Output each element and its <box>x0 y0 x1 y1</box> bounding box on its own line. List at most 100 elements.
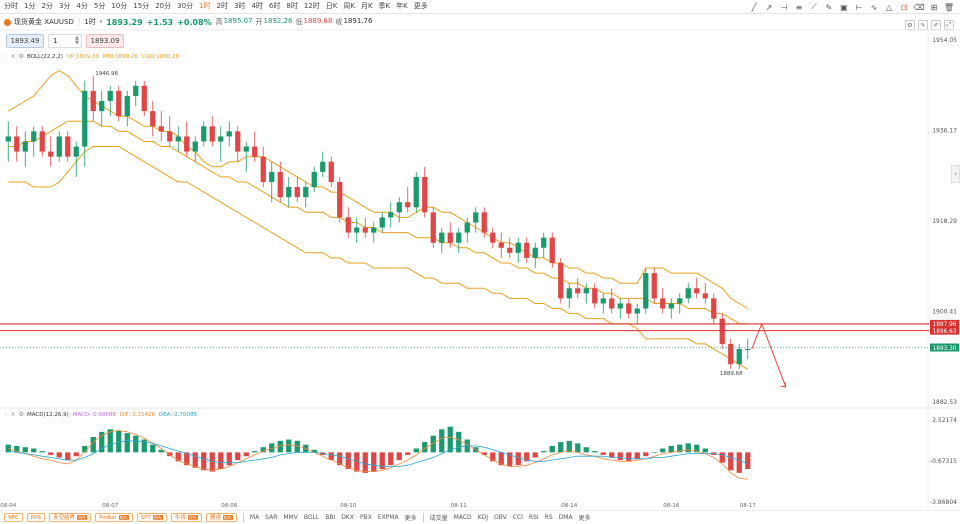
wave-tool-icon[interactable]: ∿ <box>870 2 878 12</box>
strategy-chip[interactable]: SPT 抢先 <box>136 513 167 522</box>
indicator-button[interactable]: MMV <box>283 514 298 521</box>
brush-tool-icon[interactable]: ✎ <box>825 2 833 12</box>
timeframe-5[interactable]: 5分 <box>93 2 106 10</box>
segment-tool-icon[interactable]: ⊢ <box>855 2 863 12</box>
fullscreen-icon[interactable]: ⤢ <box>944 20 954 30</box>
candle-body <box>303 187 309 198</box>
settings-icon[interactable]: ⚙ <box>905 20 915 30</box>
y-tick-label: 1936.17 <box>932 128 957 135</box>
sub-indicator-button[interactable]: RS <box>544 514 553 521</box>
timeframe-18[interactable]: 周K <box>343 2 355 10</box>
high-annotation: 1946.98 <box>95 71 118 77</box>
strategy-chip[interactable]: 牛线 抢先 <box>170 513 202 522</box>
close-icon[interactable]: × <box>10 411 16 418</box>
timeframe-7[interactable]: 15分 <box>133 2 150 10</box>
lock-tool-icon[interactable]: ⊞ <box>930 2 938 12</box>
symbol-name[interactable]: 现货黄金 XAUUSD <box>14 18 74 26</box>
timeframe-4[interactable]: 4分 <box>76 2 88 10</box>
timeframe-3[interactable]: 3分 <box>58 2 71 10</box>
timeframe-list: 分时 1分 2分 3分 4分 5分 10分 15分 20分 30分 1时 2时 3时 4时 6时 8时 12时日… <box>0 0 430 13</box>
boll-lower-line <box>8 146 749 370</box>
timeframe-15[interactable]: 8时 <box>286 2 298 10</box>
low-annotation: 1889.68 <box>720 371 743 377</box>
close-icon[interactable]: × <box>10 53 16 60</box>
candle-body <box>260 156 266 182</box>
sub-indicator-button[interactable]: 更多 <box>578 515 591 522</box>
timeframe-13[interactable]: 4时 <box>251 2 263 10</box>
timeframe-11[interactable]: 2时 <box>216 2 228 10</box>
sub-indicator-button[interactable]: DMA <box>558 514 573 521</box>
indicator-button[interactable]: PBX <box>359 514 372 521</box>
strategy-chip[interactable]: VPC <box>4 513 23 522</box>
last-price: 1893.29 <box>106 17 143 27</box>
indicator-button[interactable]: BOLL <box>303 514 320 521</box>
timeframe-22[interactable]: 更多 <box>413 2 428 10</box>
timeframe-0[interactable]: 分时 <box>4 2 18 10</box>
timeframe-19[interactable]: 月K <box>360 2 373 10</box>
eye-icon[interactable]: ◦ <box>4 411 8 418</box>
image-tool-icon[interactable]: ▣ <box>840 2 848 12</box>
timeframe-10[interactable]: 1时 <box>199 2 211 10</box>
indicator-button[interactable]: EXPMA <box>377 514 399 521</box>
buy-price-button[interactable]: 1893.09 <box>86 34 124 48</box>
timeframe-12[interactable]: 3时 <box>233 2 246 10</box>
line-tool-icon[interactable]: ╱ <box>751 2 757 12</box>
macd-bar <box>320 452 326 455</box>
sub-indicator-button[interactable]: CCI <box>512 514 523 521</box>
settings-icon[interactable]: ⚙ <box>18 53 24 60</box>
timeframe-9[interactable]: 30分 <box>177 2 194 10</box>
timeframe-17[interactable]: 日K <box>325 2 338 10</box>
strategy-chip[interactable]: 鹿迹 抢先 <box>205 513 237 522</box>
macd-bar <box>90 436 96 453</box>
period-selector[interactable]: 1时 <box>84 18 96 26</box>
stat-label: 低 <box>295 18 303 26</box>
divider <box>242 513 244 522</box>
macd-bar <box>532 452 538 458</box>
sub-indicator-button[interactable]: MACD <box>453 514 472 521</box>
delete-tool-icon[interactable]: 🗑 <box>943 2 955 12</box>
strategy-chip[interactable]: 多空结界 抢先 <box>49 513 92 522</box>
candle-body <box>583 288 589 294</box>
draw-icon[interactable]: ✐ <box>931 20 941 30</box>
chevron-down-icon[interactable]: ▾ <box>99 19 103 25</box>
indicator-button[interactable]: SAR <box>265 514 278 521</box>
arrow-line-tool-icon[interactable]: ↗ <box>765 2 773 12</box>
sub-indicator-button[interactable]: OBV <box>493 514 507 521</box>
timeframe-14[interactable]: 6时 <box>268 2 281 10</box>
timeframe-6[interactable]: 10分 <box>111 2 128 10</box>
timeframe-16[interactable]: 12时 <box>303 2 320 10</box>
indicator-button[interactable]: BBI <box>325 514 336 521</box>
horizontal-line-tool-icon[interactable]: ⊣ <box>780 2 788 12</box>
timeframe-20[interactable]: 季K <box>378 2 391 10</box>
triangle-tool-icon[interactable]: △ <box>885 2 893 12</box>
indicator-button[interactable]: MA <box>249 514 260 521</box>
stepper-arrows-icon[interactable]: ▲ ▼ <box>75 35 79 46</box>
candle-body <box>73 146 79 157</box>
macd-bar <box>677 444 683 453</box>
timeframe-2[interactable]: 2分 <box>41 2 53 10</box>
macd-bar <box>422 442 428 453</box>
boll-mid-value: MID:1899.26 <box>102 53 139 60</box>
sub-indicator-button[interactable]: KDJ <box>477 514 488 521</box>
quantity-stepper[interactable]: 1 ▲ ▼ <box>48 34 82 48</box>
strategy-chip[interactable]: PPS <box>26 513 46 522</box>
eraser-tool-icon[interactable]: ⌫ <box>913 2 925 12</box>
settings-icon[interactable]: ⚙ <box>18 411 24 418</box>
sub-indicator-button[interactable]: RSI <box>528 514 539 521</box>
indicator-button[interactable]: DKX <box>341 514 354 521</box>
candle-body <box>388 212 394 218</box>
sub-indicator-button[interactable]: 成交量 <box>429 515 448 522</box>
timeframe-8[interactable]: 20分 <box>155 2 172 10</box>
sell-price-button[interactable]: 1893.49 <box>6 34 44 48</box>
price-chart[interactable]: 1954.05 1936.17 1918.29 1900.41 1882.53 2.521… <box>0 0 960 510</box>
timeframe-1[interactable]: 1分 <box>24 2 36 10</box>
strategy-chip[interactable]: PinBar 抢先 <box>95 513 133 522</box>
ray-tool-icon[interactable]: ⟋ <box>811 2 817 11</box>
indicator-button[interactable]: 更多 <box>404 515 417 522</box>
collapse-panel-icon[interactable]: ‹ <box>951 165 960 183</box>
edit-icon[interactable]: ✎ <box>918 20 928 30</box>
timeframe-21[interactable]: 年K <box>396 2 408 10</box>
eye-icon[interactable]: ◦ <box>4 53 8 60</box>
crosshair-tool-icon[interactable]: ⊡ <box>900 2 908 12</box>
parallel-line-tool-icon[interactable]: ≡ <box>795 2 803 12</box>
